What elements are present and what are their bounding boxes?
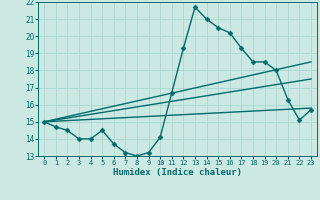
X-axis label: Humidex (Indice chaleur): Humidex (Indice chaleur): [113, 168, 242, 177]
